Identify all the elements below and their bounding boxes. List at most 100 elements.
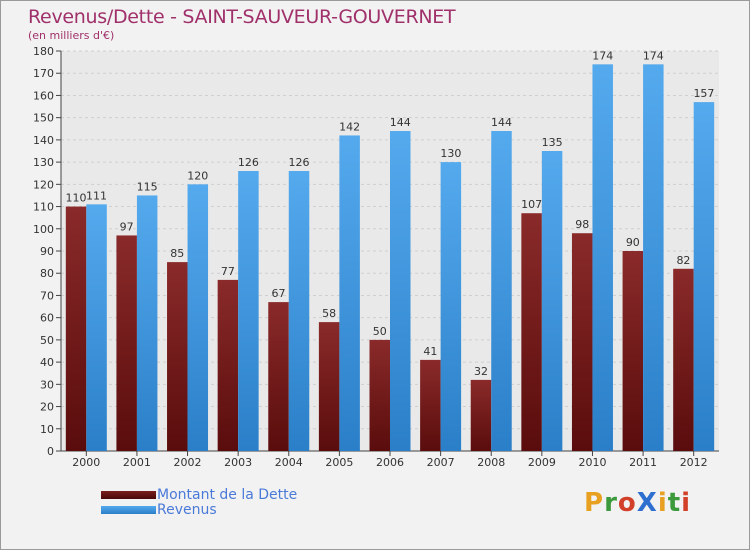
bar-dette (521, 213, 542, 451)
data-label-dette: 110 (66, 192, 87, 205)
chart-title: Revenus/Dette - SAINT-SAUVEUR-GOUVERNET (28, 6, 456, 28)
x-tick-label: 2012 (680, 456, 708, 469)
logo-letter: t (667, 488, 682, 518)
data-label-revenus: 120 (187, 169, 208, 182)
logo-letter: X (636, 488, 658, 518)
legend-label-dette: Montant de la Dette (157, 487, 298, 503)
y-tick-label: 180 (33, 45, 54, 58)
bar-revenus (491, 131, 512, 451)
data-label-revenus: 174 (643, 49, 664, 62)
bar-revenus (339, 135, 360, 451)
y-tick-label: 0 (47, 445, 54, 458)
bar-revenus (136, 195, 158, 451)
y-tick-label: 100 (33, 223, 54, 236)
y-tick-label: 140 (33, 134, 54, 147)
x-tick-label: 2009 (528, 456, 556, 469)
y-tick-label: 130 (33, 156, 54, 169)
bar-dette (217, 279, 239, 451)
data-label-dette: 107 (521, 198, 542, 211)
logo-letter: P (584, 488, 605, 518)
legend-swatch-dette (101, 491, 156, 499)
y-tick-label: 70 (40, 289, 54, 302)
bar-dette (65, 206, 87, 451)
x-tick-label: 2010 (578, 456, 606, 469)
y-tick-label: 170 (33, 67, 54, 80)
x-tick-label: 2003 (224, 456, 252, 469)
proxiti-logo: ProXiti (584, 488, 691, 518)
bar-dette (571, 233, 593, 451)
y-tick-label: 80 (40, 267, 54, 280)
bar-dette (420, 359, 441, 451)
bar-revenus (187, 184, 209, 452)
data-label-revenus: 111 (86, 189, 107, 202)
y-tick-label: 90 (40, 245, 54, 258)
y-tick-label: 110 (33, 201, 54, 214)
bar-revenus (541, 151, 563, 451)
data-label-dette: 98 (575, 218, 589, 231)
x-tick-label: 2006 (376, 456, 404, 469)
y-tick-label: 50 (40, 334, 54, 347)
x-tick-label: 2002 (174, 456, 202, 469)
bar-dette (116, 235, 137, 451)
data-label-revenus: 144 (491, 116, 512, 129)
bar-dette (470, 379, 492, 451)
y-tick-label: 120 (33, 178, 54, 191)
data-label-revenus: 174 (592, 49, 613, 62)
x-tick-label: 2001 (123, 456, 151, 469)
legend-label-revenus: Revenus (157, 502, 217, 518)
x-tick-label: 2004 (275, 456, 303, 469)
bar-dette (268, 302, 289, 451)
bar-revenus (238, 171, 259, 451)
bar-dette (167, 262, 188, 451)
y-tick-label: 60 (40, 312, 54, 325)
logo-letter: i (657, 488, 668, 518)
bar-revenus (592, 64, 613, 452)
data-label-dette: 67 (272, 287, 286, 300)
data-label-revenus: 126 (238, 156, 259, 169)
data-label-revenus: 130 (440, 147, 461, 160)
data-label-dette: 90 (626, 236, 640, 249)
data-label-dette: 85 (170, 247, 184, 260)
data-label-revenus: 157 (693, 87, 714, 100)
y-tick-label: 30 (40, 378, 54, 391)
x-tick-label: 2011 (629, 456, 657, 469)
y-tick-label: 160 (33, 89, 54, 102)
chart-subtitle: (en milliers d'€) (28, 29, 115, 42)
bar-dette (622, 251, 644, 451)
data-label-revenus: 144 (390, 116, 411, 129)
bar-revenus (390, 131, 411, 451)
data-label-revenus: 142 (339, 120, 360, 133)
bar-revenus (86, 204, 107, 451)
data-label-dette: 50 (373, 325, 387, 338)
bar-revenus (693, 102, 715, 451)
legend-swatch-revenus (101, 506, 156, 514)
data-label-dette: 41 (423, 345, 437, 358)
bar-revenus (643, 64, 664, 452)
logo-letter: i (681, 488, 692, 518)
data-label-dette: 97 (120, 220, 134, 233)
data-label-revenus: 135 (542, 136, 563, 149)
y-tick-label: 20 (40, 401, 54, 414)
x-tick-label: 2007 (427, 456, 455, 469)
data-label-revenus: 126 (289, 156, 310, 169)
bar-dette (369, 339, 390, 451)
logo-letter: r (604, 488, 618, 518)
data-label-dette: 82 (676, 254, 690, 267)
y-tick-label: 40 (40, 356, 54, 369)
data-label-dette: 77 (221, 265, 235, 278)
x-tick-label: 2008 (477, 456, 505, 469)
y-tick-label: 10 (40, 423, 54, 436)
data-label-dette: 58 (322, 307, 336, 320)
x-tick-label: 2005 (325, 456, 353, 469)
bar-dette (318, 322, 340, 451)
x-tick-label: 2000 (72, 456, 100, 469)
bar-dette (673, 268, 694, 451)
logo-letter: o (617, 488, 637, 518)
y-tick-label: 150 (33, 112, 54, 125)
bar-revenus (440, 162, 462, 451)
data-label-revenus: 115 (137, 180, 158, 193)
data-label-dette: 32 (474, 365, 488, 378)
bar-revenus (288, 171, 310, 451)
